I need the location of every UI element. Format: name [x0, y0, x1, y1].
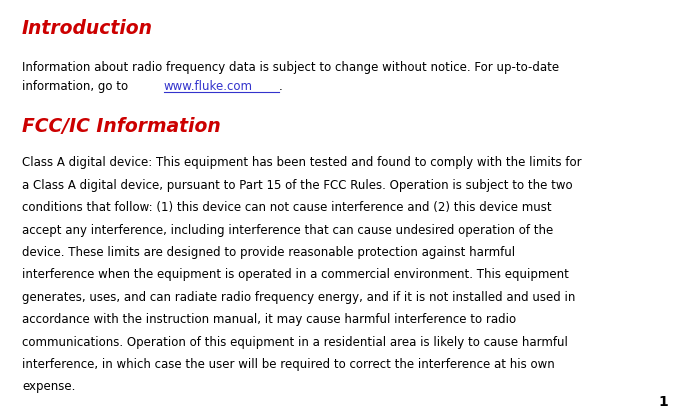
Text: generates, uses, and can radiate radio frequency energy, and if it is not instal: generates, uses, and can radiate radio f… — [22, 291, 575, 304]
Text: conditions that follow: (1) this device can not cause interference and (2) this : conditions that follow: (1) this device … — [22, 201, 552, 214]
Text: 1: 1 — [658, 395, 668, 409]
Text: accordance with the instruction manual, it may cause harmful interference to rad: accordance with the instruction manual, … — [22, 313, 516, 326]
Text: expense.: expense. — [22, 380, 75, 393]
Text: accept any interference, including interference that can cause undesired operati: accept any interference, including inter… — [22, 224, 553, 237]
Text: interference, in which case the user will be required to correct the interferenc: interference, in which case the user wil… — [22, 358, 555, 371]
Text: Introduction: Introduction — [22, 19, 153, 38]
Text: .: . — [279, 80, 282, 93]
Text: Information about radio frequency data is subject to change without notice. For : Information about radio frequency data i… — [22, 61, 559, 74]
Text: information, go to: information, go to — [22, 80, 132, 93]
Text: interference when the equipment is operated in a commercial environment. This eq: interference when the equipment is opera… — [22, 269, 569, 282]
Text: device. These limits are designed to provide reasonable protection against harmf: device. These limits are designed to pro… — [22, 246, 515, 259]
Text: a Class A digital device, pursuant to Part 15 of the FCC Rules. Operation is sub: a Class A digital device, pursuant to Pa… — [22, 178, 573, 192]
Text: www.fluke.com: www.fluke.com — [164, 80, 253, 93]
Text: Class A digital device: This equipment has been tested and found to comply with : Class A digital device: This equipment h… — [22, 156, 582, 169]
Text: FCC/IC Information: FCC/IC Information — [22, 117, 221, 136]
Text: communications. Operation of this equipment in a residential area is likely to c: communications. Operation of this equipm… — [22, 336, 568, 349]
